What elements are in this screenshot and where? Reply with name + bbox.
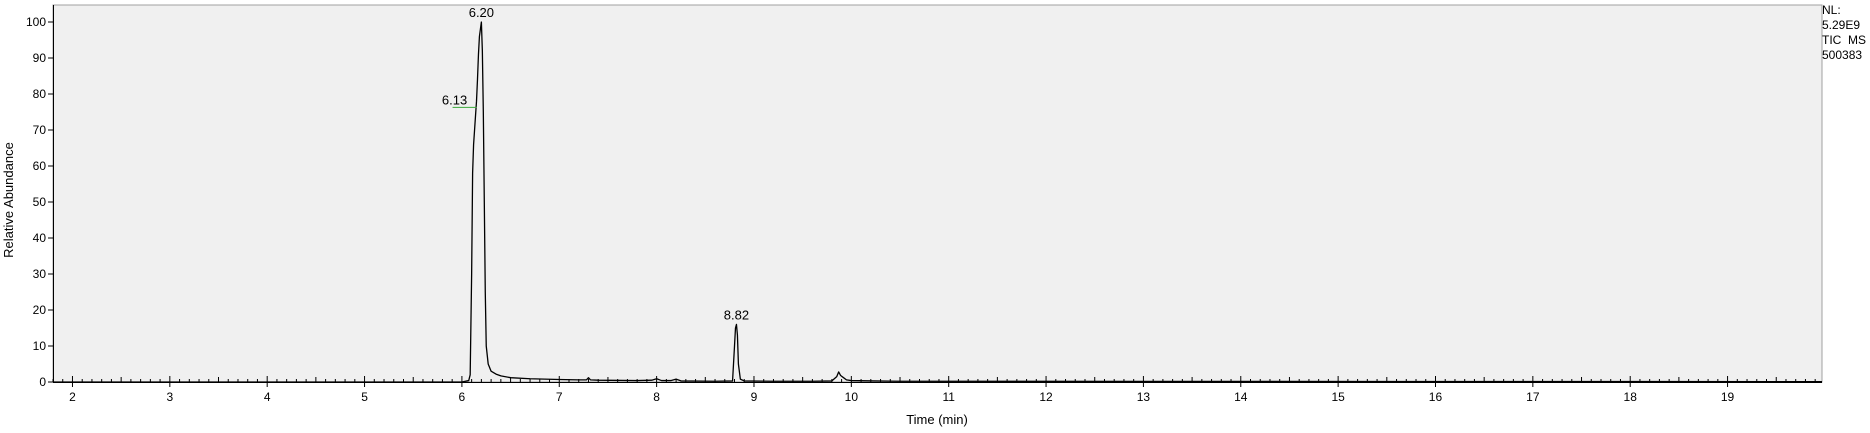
- y-tick-label: 80: [33, 87, 47, 101]
- x-tick-label: 8: [653, 390, 660, 404]
- y-axis-label: Relative Abundance: [1, 142, 16, 258]
- file-id: 500383: [1822, 48, 1863, 62]
- y-tick-label: 70: [33, 123, 47, 137]
- x-tick-label: 14: [1234, 390, 1248, 404]
- x-tick-label: 5: [361, 390, 368, 404]
- trace-label: TIC MS: [1822, 33, 1866, 47]
- nl-value: 5.29E9: [1822, 18, 1861, 32]
- x-tick-label: 17: [1526, 390, 1540, 404]
- info-panel: NL: 5.29E9 TIC MS 500383: [1822, 3, 1866, 63]
- peak-annotations: 6.20 6.13 8.82: [442, 5, 749, 322]
- x-tick-label: 19: [1721, 390, 1735, 404]
- y-tick-label: 60: [33, 159, 47, 173]
- x-tick-label: 7: [556, 390, 563, 404]
- y-tick-label: 0: [39, 375, 46, 389]
- y-tick-label: 30: [33, 267, 47, 281]
- peak-label: 8.82: [724, 307, 749, 322]
- x-tick-label: 12: [1039, 390, 1053, 404]
- y-tick-label: 40: [33, 231, 47, 245]
- plot-area: [52, 4, 1823, 383]
- peak-label: 6.20: [469, 5, 494, 20]
- y-tick-label: 10: [33, 339, 47, 353]
- x-tick-label: 2: [69, 390, 76, 404]
- series-line: [53, 21, 1823, 383]
- x-tick-label: 4: [264, 390, 271, 404]
- y-tick-label: 90: [33, 51, 47, 65]
- tick-labels: 2 3 4 5 6 7 8 9 10 11 12 13 14 15 16 17 18 19 0 10 20 30 40 50 6…: [26, 15, 1735, 404]
- x-tick-label: 3: [166, 390, 173, 404]
- series-layer: [53, 21, 1823, 383]
- x-tick-label: 9: [751, 390, 758, 404]
- x-tick-label: 11: [942, 390, 955, 404]
- y-tick-label: 20: [33, 303, 47, 317]
- x-tick-label: 13: [1137, 390, 1151, 404]
- x-tick-label: 15: [1331, 390, 1345, 404]
- x-tick-label: 16: [1429, 390, 1443, 404]
- nl-label: NL:: [1822, 3, 1841, 17]
- y-tick-label: 50: [33, 195, 47, 209]
- x-axis-label: Time (min): [906, 412, 968, 427]
- y-tick-label: 100: [26, 15, 46, 29]
- peak-label: 6.13: [442, 92, 467, 107]
- x-tick-label: 10: [845, 390, 859, 404]
- x-tick-label: 6: [459, 390, 466, 404]
- x-tick-label: 18: [1624, 390, 1638, 404]
